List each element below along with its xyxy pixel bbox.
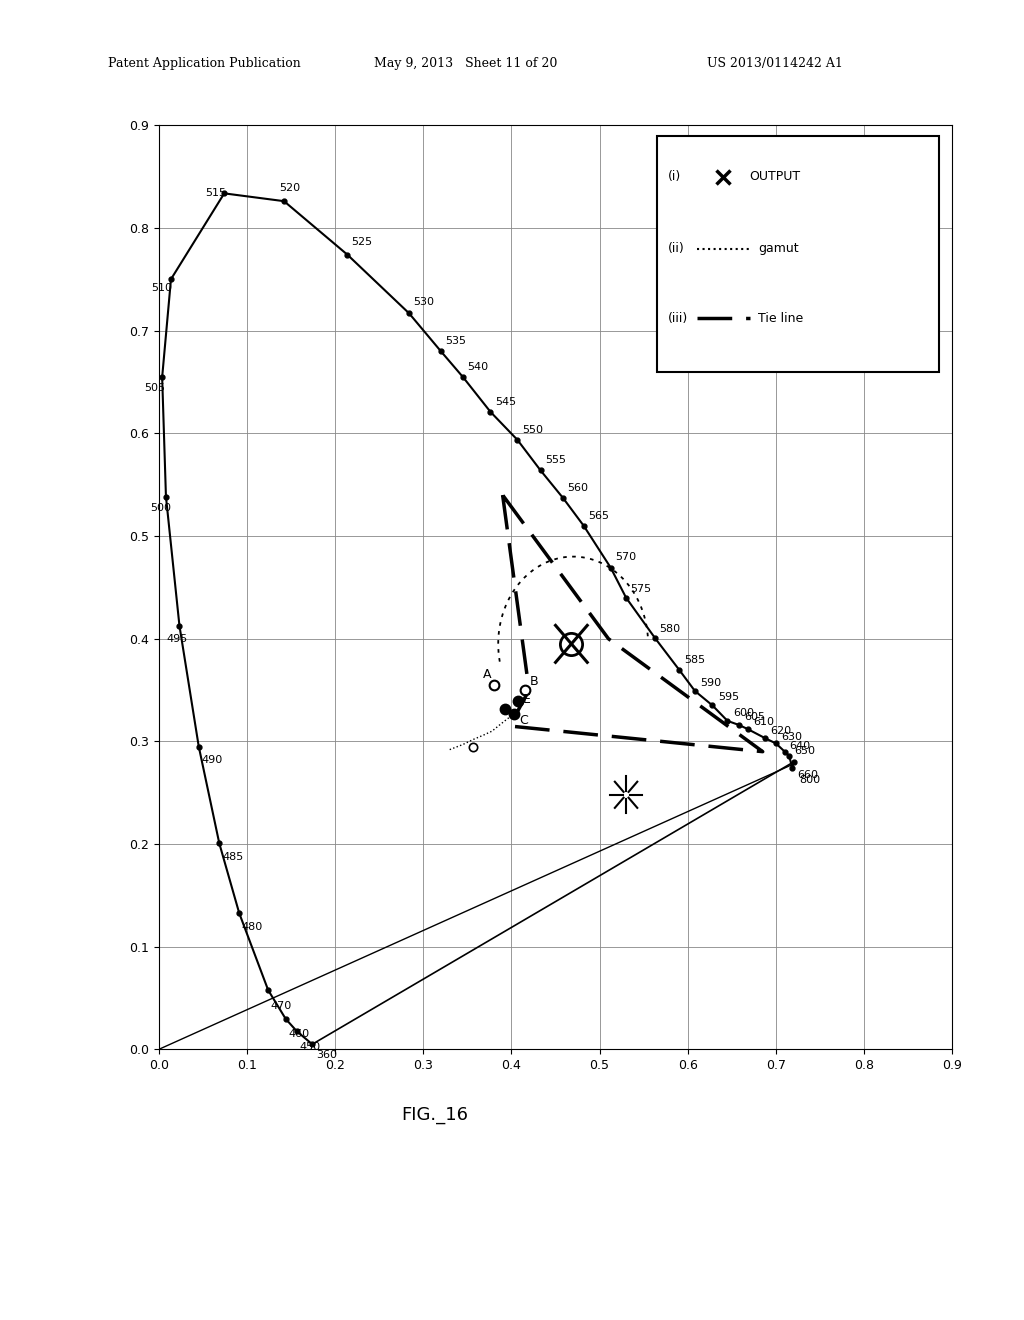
Text: 505: 505 bbox=[144, 383, 166, 392]
Text: 800: 800 bbox=[799, 775, 820, 784]
Text: 470: 470 bbox=[270, 1001, 292, 1011]
Text: gamut: gamut bbox=[759, 242, 799, 255]
Text: 575: 575 bbox=[631, 583, 651, 594]
Text: 660: 660 bbox=[798, 771, 818, 780]
Text: 550: 550 bbox=[522, 425, 543, 434]
Text: 525: 525 bbox=[351, 238, 373, 247]
Text: 515: 515 bbox=[205, 189, 226, 198]
Text: (ii): (ii) bbox=[668, 242, 684, 255]
Text: May 9, 2013   Sheet 11 of 20: May 9, 2013 Sheet 11 of 20 bbox=[374, 57, 557, 70]
Text: (i): (i) bbox=[668, 170, 681, 183]
Text: A: A bbox=[483, 668, 492, 681]
Text: Tie line: Tie line bbox=[759, 312, 804, 325]
Text: 490: 490 bbox=[202, 755, 222, 766]
Text: 610: 610 bbox=[753, 717, 774, 727]
Text: 530: 530 bbox=[414, 297, 434, 308]
Text: 650: 650 bbox=[795, 746, 815, 756]
Text: 600: 600 bbox=[733, 708, 754, 718]
Text: 595: 595 bbox=[718, 693, 739, 702]
Text: Patent Application Publication: Patent Application Publication bbox=[108, 57, 300, 70]
Text: 510: 510 bbox=[152, 282, 173, 293]
Text: 485: 485 bbox=[222, 851, 243, 862]
Text: 640: 640 bbox=[790, 741, 810, 751]
Bar bbox=[657, 136, 939, 372]
Text: 605: 605 bbox=[744, 711, 765, 722]
Text: (iii): (iii) bbox=[668, 312, 688, 325]
Text: 590: 590 bbox=[700, 678, 721, 688]
Text: 580: 580 bbox=[659, 624, 680, 634]
Text: 565: 565 bbox=[588, 511, 609, 520]
Text: 620: 620 bbox=[771, 726, 792, 737]
Text: E: E bbox=[523, 693, 530, 706]
Text: 495: 495 bbox=[166, 634, 187, 644]
Text: US 2013/0114242 A1: US 2013/0114242 A1 bbox=[707, 57, 843, 70]
Text: 570: 570 bbox=[615, 553, 636, 562]
Text: FIG._16: FIG._16 bbox=[401, 1106, 469, 1125]
Text: 540: 540 bbox=[467, 362, 488, 372]
Text: 360: 360 bbox=[315, 1049, 337, 1060]
Text: 520: 520 bbox=[280, 183, 301, 193]
Text: 585: 585 bbox=[684, 656, 706, 665]
Text: C: C bbox=[519, 714, 528, 727]
Text: 450: 450 bbox=[299, 1041, 321, 1052]
Text: 545: 545 bbox=[495, 397, 516, 407]
Text: B: B bbox=[530, 675, 539, 688]
Text: 555: 555 bbox=[545, 455, 566, 465]
Text: 560: 560 bbox=[567, 483, 589, 492]
Text: 500: 500 bbox=[151, 503, 171, 513]
Text: 480: 480 bbox=[242, 921, 263, 932]
Text: OUTPUT: OUTPUT bbox=[750, 170, 801, 183]
Text: 630: 630 bbox=[781, 733, 802, 742]
Text: 460: 460 bbox=[289, 1030, 309, 1039]
Text: 535: 535 bbox=[445, 337, 466, 346]
